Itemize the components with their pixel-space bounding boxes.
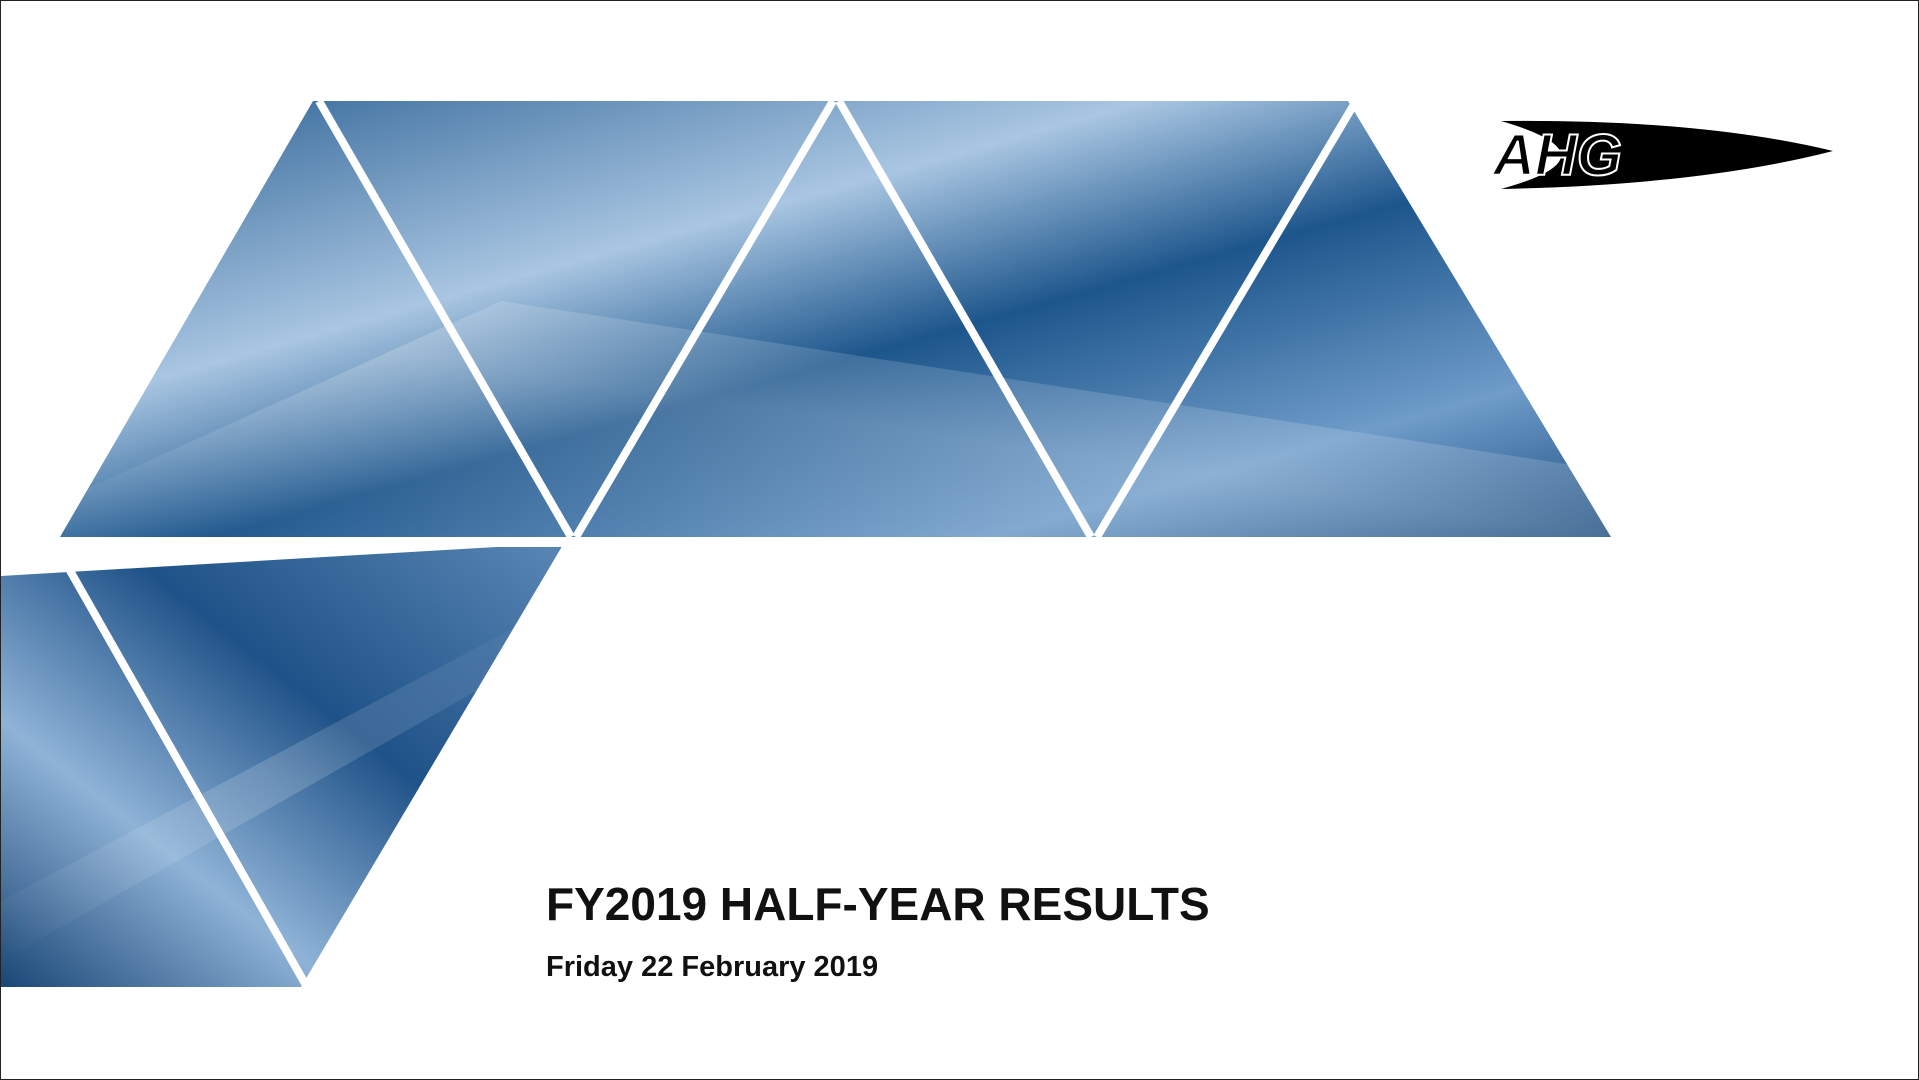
- logo-text: AHG: [1491, 123, 1622, 188]
- logo: AHG: [1491, 121, 1833, 189]
- slide: AHG FY2019 HALF-YEAR RESULTS Friday 22 F…: [0, 0, 1919, 1080]
- subtitle: Friday 22 February 2019: [546, 951, 878, 984]
- title: FY2019 HALF-YEAR RESULTS: [546, 877, 1210, 931]
